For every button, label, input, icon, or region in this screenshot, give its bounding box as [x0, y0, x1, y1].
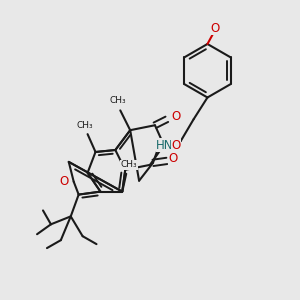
- Text: O: O: [171, 139, 180, 152]
- Text: O: O: [59, 175, 68, 188]
- Text: O: O: [211, 22, 220, 34]
- Text: CH₃: CH₃: [121, 160, 137, 169]
- Text: CH₃: CH₃: [110, 96, 127, 105]
- Text: O: O: [168, 152, 177, 165]
- Text: HN: HN: [156, 139, 174, 152]
- Text: O: O: [171, 110, 180, 123]
- Text: CH₃: CH₃: [76, 121, 93, 130]
